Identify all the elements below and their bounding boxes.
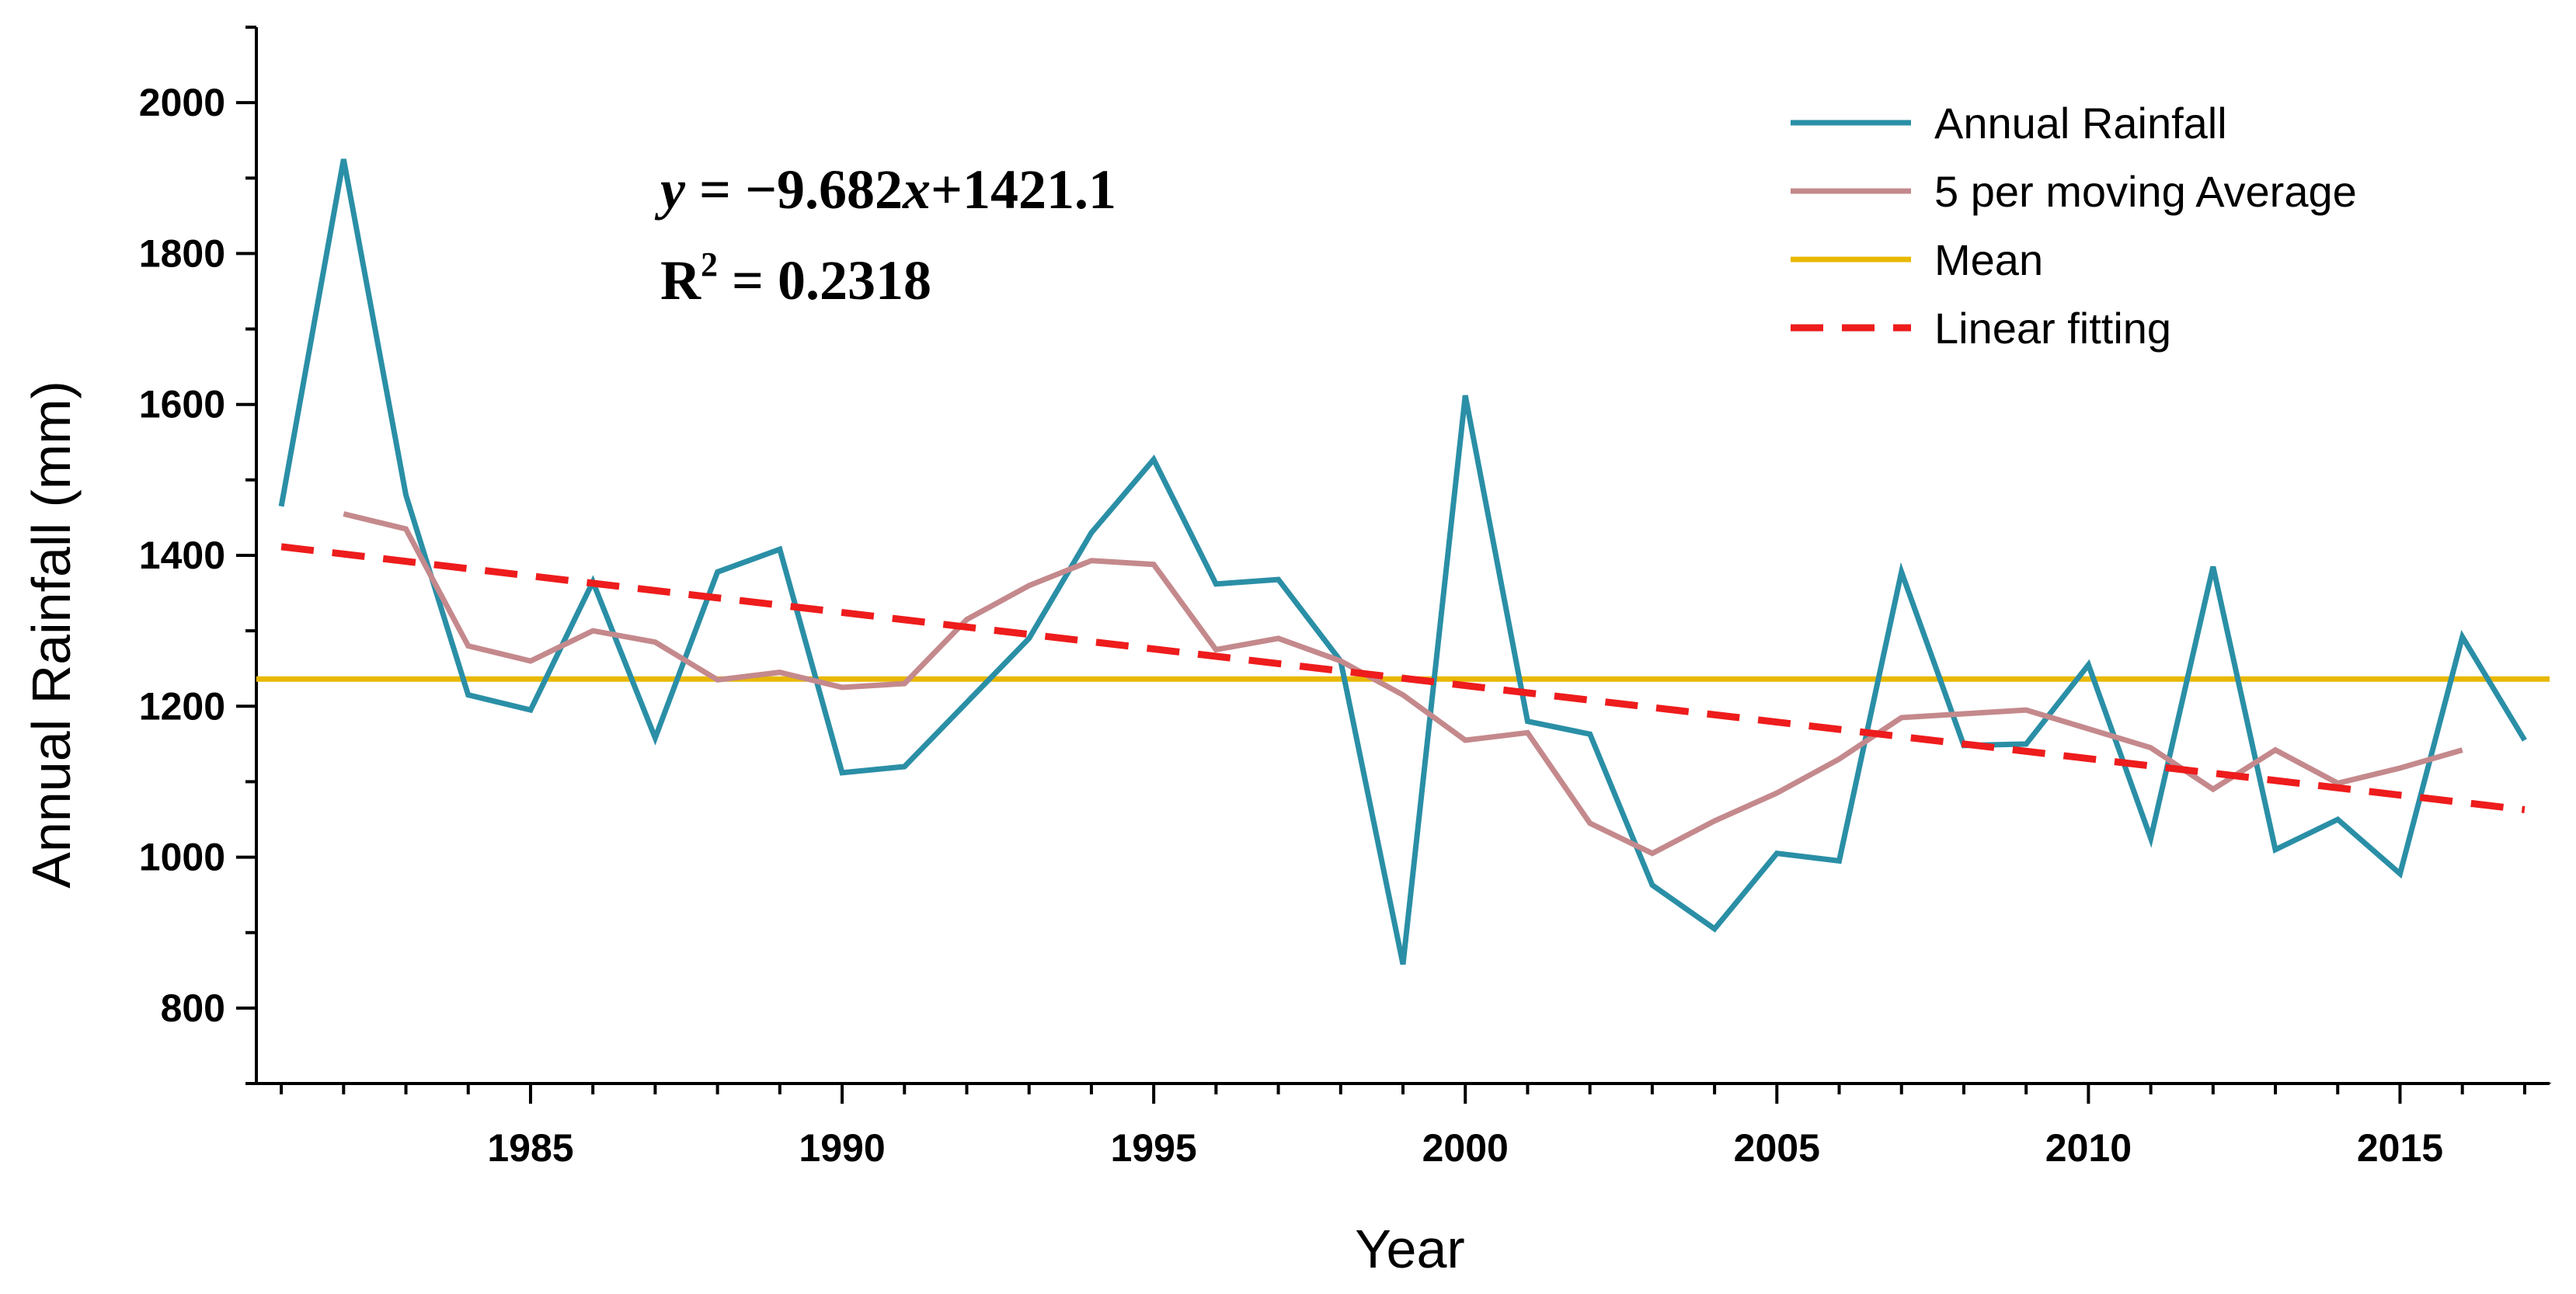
series-line-linear-fitting xyxy=(280,543,2526,813)
legend-label: Mean xyxy=(1934,235,2043,284)
regression-equation: y = −9.682x+1421.1 xyxy=(654,158,1116,221)
series-layer xyxy=(256,158,2550,965)
y-tick-label: 2000 xyxy=(139,81,225,124)
eq-y: y xyxy=(654,158,686,221)
y-tick-label: 1000 xyxy=(139,836,225,879)
r2-r: R xyxy=(660,249,701,311)
x-tick-label: 2015 xyxy=(2357,1126,2443,1170)
y-tick-label: 800 xyxy=(161,986,225,1030)
y-tick-label: 1400 xyxy=(139,534,225,577)
eq-x: x xyxy=(902,158,931,221)
series-line-5-per-moving-average xyxy=(343,511,2463,857)
eq-intercept: +1421.1 xyxy=(931,158,1116,221)
y-tick-label: 1800 xyxy=(139,231,225,275)
legend-label: Annual Rainfall xyxy=(1934,99,2227,148)
x-tick-label: 2005 xyxy=(1734,1126,1820,1170)
regression-annotation: y = −9.682x+1421.1 R2 = 0.2318 xyxy=(654,158,1116,311)
x-tick-label: 1990 xyxy=(799,1126,885,1170)
x-tick-label: 1985 xyxy=(487,1126,573,1170)
legend-label: Linear fitting xyxy=(1934,304,2171,353)
x-axis-title: Year xyxy=(1355,1219,1464,1279)
r2-superscript: 2 xyxy=(701,245,718,283)
eq-slope: = −9.682 xyxy=(685,158,903,221)
r-squared: R2 = 0.2318 xyxy=(660,245,931,311)
x-tick-label: 1995 xyxy=(1111,1126,1197,1170)
y-axis-title: Annual Rainfall (mm) xyxy=(21,381,82,889)
legend: Annual Rainfall 5 per moving Average Mean L… xyxy=(1791,99,2357,353)
legend-label: 5 per moving Average xyxy=(1934,167,2357,216)
series-line-annual-rainfall xyxy=(278,158,2527,965)
y-tick-label: 1200 xyxy=(139,684,225,728)
x-tick-label: 2010 xyxy=(2045,1126,2132,1170)
axes: 800 1000 1200 1400 1600 1800 2000 1985 1990 1995 2… xyxy=(139,26,2551,1170)
r2-value: = 0.2318 xyxy=(718,249,931,311)
x-tick-label: 2000 xyxy=(1422,1126,1509,1170)
y-tick-label: 1600 xyxy=(139,383,225,426)
